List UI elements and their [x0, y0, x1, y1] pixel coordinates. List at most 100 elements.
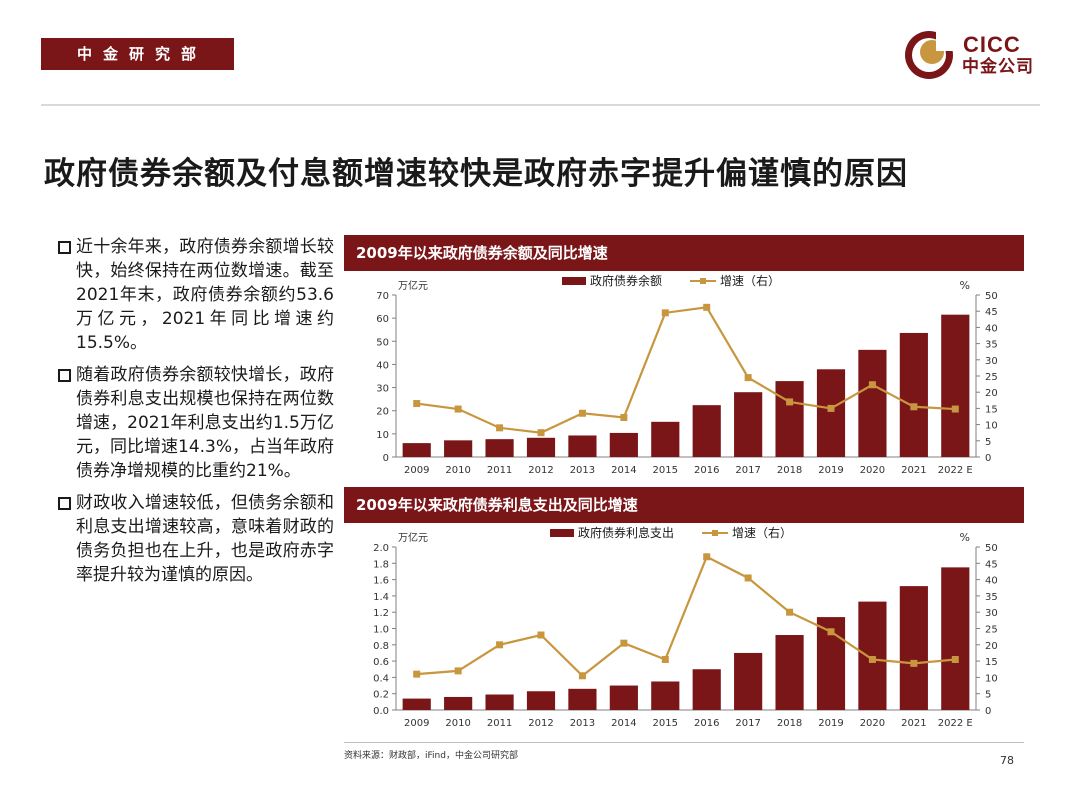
- chart-2-interest-expense: 0.0 0.2 0.4 0.6 0.8 1.0 1.2 1.4 1.6 1.8 2.0 0 5 10 15 2…: [373, 525, 998, 729]
- left-axis-tick-label: 1.0: [373, 625, 389, 636]
- x-axis-tick-label: 2019: [818, 718, 843, 729]
- bullet-item: 近十余年来，政府债券余额增长较快，始终保持在两位数增速。截至2021年末，政府债…: [58, 235, 334, 355]
- legend-bar-swatch: [562, 277, 586, 285]
- bar: [609, 432, 638, 457]
- growth-line: [416, 555, 956, 678]
- x-axis-tick-label: 2016: [694, 465, 719, 476]
- legend-bar-label: 政府债券利息支出: [578, 525, 674, 540]
- growth-point: [620, 639, 628, 647]
- x-axis-tick-label: 2011: [487, 465, 512, 476]
- left-axis-tick-label: 0.8: [373, 641, 389, 652]
- x-axis-tick-label: 2012: [528, 718, 553, 729]
- growth-point: [413, 670, 421, 678]
- growth-point: [578, 672, 586, 680]
- bar: [526, 691, 556, 710]
- bar: [568, 688, 597, 710]
- growth-point: [910, 403, 918, 411]
- left-axis-tick-label: 1.2: [373, 608, 389, 619]
- cicc-logo-icon: [905, 31, 958, 79]
- bullet-list: 近十余年来，政府债券余额增长较快，始终保持在两位数增速。截至2021年末，政府债…: [58, 235, 334, 595]
- right-axis-unit-label: %: [960, 531, 970, 544]
- right-axis-tick-label: 25: [985, 625, 998, 636]
- bar: [609, 685, 638, 710]
- x-axis-tick-label: 2015: [653, 718, 678, 729]
- page-number: 78: [1000, 754, 1014, 767]
- left-axis-tick-label: 0.4: [373, 673, 389, 684]
- growth-point: [537, 429, 545, 437]
- bar: [485, 694, 514, 710]
- left-axis-tick-label: 50: [376, 337, 389, 348]
- growth-point: [951, 405, 959, 413]
- left-axis-tick-label: 0: [383, 453, 389, 464]
- right-axis-tick-label: 50: [985, 543, 998, 554]
- right-axis-tick-label: 15: [985, 657, 998, 668]
- growth-point: [454, 667, 462, 675]
- right-axis-tick-label: 30: [985, 356, 998, 367]
- x-axis-tick-label: 2018: [777, 465, 802, 476]
- chart-1-debt-balance: 0 10 20 30 40 50 60 70 0 5 10 15 20 25 30 35 40 45 50 万亿元 % 政…: [376, 273, 998, 476]
- x-axis-tick-label: 2009: [404, 465, 429, 476]
- x-axis-tick-label: 2022 E: [938, 718, 973, 729]
- right-axis-tick-label: 35: [985, 592, 998, 603]
- right-axis-tick-label: 40: [985, 576, 998, 587]
- growth-point: [661, 655, 669, 663]
- left-axis-unit-label: 万亿元: [398, 531, 428, 544]
- growth-point: [496, 424, 504, 432]
- bar: [485, 439, 514, 457]
- right-axis-tick-label: 15: [985, 404, 998, 415]
- growth-point: [413, 400, 421, 408]
- legend-bar-label: 政府债券余额: [590, 273, 662, 288]
- legend-line-marker: [700, 278, 706, 284]
- x-axis-tick-label: 2017: [735, 718, 760, 729]
- x-axis-tick-label: 2012: [528, 465, 553, 476]
- bullet-text: 随着政府债券余额较快增长，政府债券利息支出规模也保持在两位数增速，2021年利息…: [76, 365, 335, 481]
- growth-point: [868, 381, 876, 389]
- right-axis-tick-label: 5: [985, 690, 991, 701]
- growth-point: [496, 641, 504, 649]
- bullet-item: 随着政府债券余额较快增长，政府债券利息支出规模也保持在两位数增速，2021年利息…: [58, 363, 334, 483]
- bar: [858, 601, 887, 710]
- right-axis-tick-label: 20: [985, 641, 998, 652]
- bar: [402, 698, 431, 710]
- growth-point: [786, 608, 794, 616]
- logo-chinese: 中金公司: [962, 57, 1034, 77]
- bullet-item: 财政收入增速较低，但债务余额和利息支出增速较高，意味着财政的债务负担也在上升，也…: [58, 491, 334, 587]
- bullet-text: 财政收入增速较低，但债务余额和利息支出增速较高，意味着财政的债务负担也在上升，也…: [76, 493, 334, 585]
- bar: [816, 369, 846, 457]
- growth-point: [868, 655, 876, 663]
- left-axis-tick-label: 10: [376, 430, 389, 441]
- x-axis-tick-label: 2015: [653, 465, 678, 476]
- left-axis-tick-label: 20: [376, 407, 389, 418]
- bullet-square-icon: [58, 369, 71, 382]
- bar: [941, 314, 970, 457]
- bullet-text: 近十余年来，政府债券余额增长较快，始终保持在两位数增速。截至2021年末，政府债…: [76, 237, 334, 353]
- x-axis-tick-label: 2013: [570, 465, 595, 476]
- left-axis-tick-label: 60: [376, 314, 389, 325]
- legend-bar-swatch: [550, 529, 574, 537]
- left-axis-tick-label: 0.0: [373, 706, 389, 717]
- page-title: 政府债券余额及付息额增速较快是政府赤字提升偏谨慎的原因: [44, 156, 908, 192]
- legend-line-label: 增速（右）: [720, 273, 780, 288]
- right-axis-tick-label: 50: [985, 291, 998, 302]
- growth-point: [951, 655, 959, 663]
- x-axis-tick-label: 2014: [611, 465, 636, 476]
- bullet-square-icon: [58, 241, 71, 254]
- right-axis-tick-label: 40: [985, 323, 998, 334]
- right-axis-tick-label: 45: [985, 559, 998, 570]
- x-axis-tick-label: 2011: [487, 718, 512, 729]
- bar: [899, 586, 928, 710]
- growth-point: [703, 553, 711, 561]
- x-axis-tick-label: 2022 E: [938, 465, 973, 476]
- bullet-square-icon: [58, 497, 71, 510]
- department-label: 中金研究部: [41, 38, 234, 70]
- growth-point: [744, 574, 752, 582]
- logo-latin: CICC: [963, 32, 1021, 57]
- right-axis-tick-label: 30: [985, 608, 998, 619]
- right-axis-tick-label: 0: [985, 453, 991, 464]
- bar: [692, 405, 721, 457]
- x-axis-tick-label: 2014: [611, 718, 636, 729]
- growth-point: [620, 413, 628, 421]
- left-axis-tick-label: 30: [376, 384, 389, 395]
- x-axis-tick-label: 2021: [901, 718, 926, 729]
- cicc-logo: CICC 中金公司: [902, 28, 1042, 82]
